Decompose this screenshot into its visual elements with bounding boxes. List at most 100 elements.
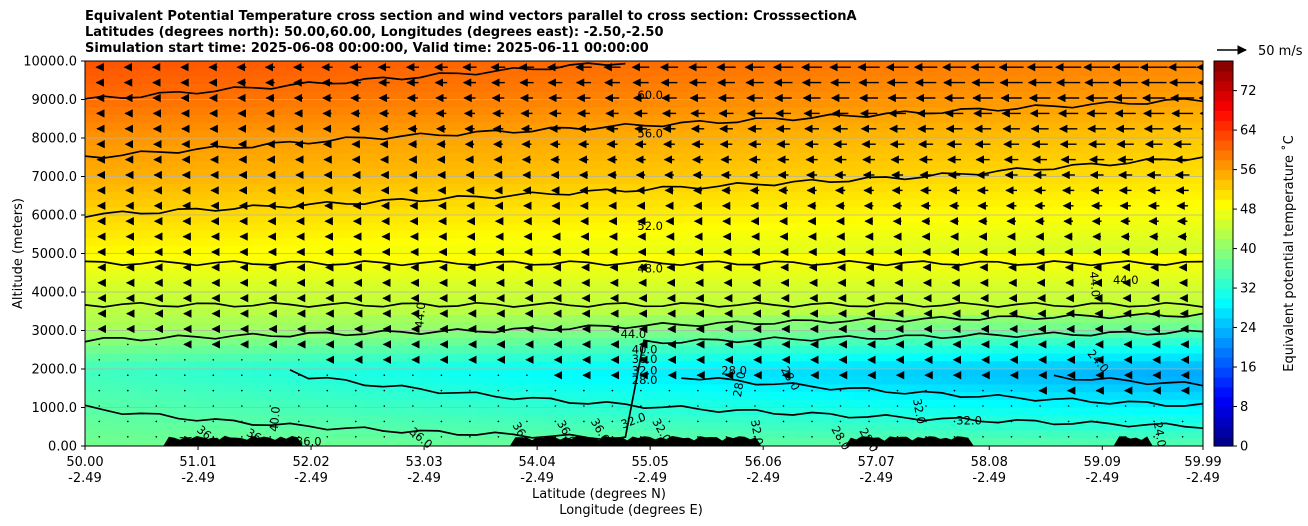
field-cell	[769, 68, 785, 77]
field-cell	[1063, 76, 1078, 85]
field-cell	[671, 422, 687, 432]
field-cell	[937, 353, 953, 362]
field-cell	[574, 168, 589, 178]
field-cell	[98, 268, 114, 278]
field-cell	[280, 422, 296, 432]
field-cell	[560, 315, 575, 324]
field-cell	[1049, 338, 1064, 347]
field-cell	[895, 307, 911, 316]
field-cell	[490, 68, 505, 77]
field-cell	[937, 292, 953, 301]
field-cell	[993, 415, 1008, 424]
field-cell	[532, 145, 547, 154]
field-cell	[965, 268, 980, 278]
field-cell	[713, 430, 729, 439]
field-cell	[965, 292, 980, 301]
field-cell	[993, 276, 1008, 285]
field-cell	[434, 238, 449, 247]
field-cell	[1147, 199, 1162, 208]
field-cell	[657, 222, 673, 231]
field-cell	[1147, 145, 1162, 154]
contour-line	[681, 377, 1203, 407]
field-cell	[1119, 369, 1134, 378]
field-cell	[755, 361, 771, 370]
wind-vector	[640, 405, 642, 407]
field-cell	[406, 84, 421, 93]
field-cell	[685, 107, 701, 116]
wind-vector	[241, 405, 243, 407]
field-cell	[98, 376, 114, 385]
field-cell	[518, 184, 533, 193]
field-cell	[1049, 322, 1064, 332]
field-cell	[224, 399, 240, 409]
field-cell	[532, 399, 547, 409]
field-cell	[1105, 84, 1120, 93]
field-cell	[560, 84, 575, 93]
field-cell	[224, 392, 240, 401]
field-cell	[644, 222, 659, 231]
wind-vector	[127, 359, 129, 361]
field-cell	[1189, 99, 1203, 108]
field-cell	[406, 430, 421, 439]
field-cell	[1119, 161, 1134, 170]
field-cell	[783, 330, 799, 339]
field-cell	[741, 84, 757, 93]
field-cell	[378, 99, 394, 108]
field-cell	[196, 161, 212, 170]
field-cell	[1175, 130, 1190, 139]
field-cell	[266, 145, 282, 154]
field-cell	[126, 268, 142, 278]
field-cell	[378, 376, 394, 385]
field-cell	[867, 184, 883, 193]
field-cell	[98, 384, 114, 393]
field-cell	[1063, 369, 1078, 378]
field-cell	[266, 222, 282, 231]
field-cell	[1119, 268, 1134, 278]
field-cell	[1035, 345, 1050, 355]
field-cell	[350, 284, 366, 293]
field-cell	[112, 315, 128, 324]
field-cell	[1021, 153, 1036, 162]
field-cell	[224, 99, 240, 108]
field-cell	[532, 99, 547, 108]
field-cell	[909, 307, 925, 316]
field-cell	[322, 215, 338, 224]
field-cell	[85, 91, 100, 101]
field-cell	[1133, 215, 1148, 224]
field-cell	[602, 238, 617, 247]
field-cell	[238, 292, 254, 301]
field-cell	[392, 68, 408, 77]
field-cell	[657, 238, 673, 247]
field-cell	[420, 284, 435, 293]
wind-vector	[155, 374, 158, 377]
wind-vector	[440, 374, 443, 377]
field-cell	[1105, 384, 1120, 393]
field-cell	[196, 114, 212, 124]
field-cell	[168, 99, 184, 108]
field-cell	[406, 191, 421, 201]
field-cell	[392, 322, 408, 332]
field-cell	[588, 84, 603, 93]
field-cell	[126, 199, 142, 208]
field-cell	[616, 392, 631, 401]
field-cell	[769, 76, 785, 85]
field-cell	[532, 284, 547, 293]
field-cell	[1161, 338, 1176, 347]
wind-vector	[469, 389, 471, 392]
field-cell	[602, 268, 617, 278]
field-cell	[1049, 153, 1064, 162]
wind-vector	[241, 374, 243, 377]
wind-vector	[1124, 420, 1127, 423]
field-cell	[280, 230, 296, 239]
field-cell	[1189, 222, 1203, 231]
field-cell	[685, 84, 701, 93]
field-cell	[252, 384, 268, 393]
field-cell	[1007, 130, 1022, 139]
field-cell	[755, 330, 771, 339]
field-cell	[616, 292, 631, 301]
field-cell	[294, 168, 310, 178]
field-cell	[979, 84, 994, 93]
field-cell	[853, 369, 869, 378]
field-cell	[85, 68, 100, 77]
field-cell	[560, 292, 575, 301]
